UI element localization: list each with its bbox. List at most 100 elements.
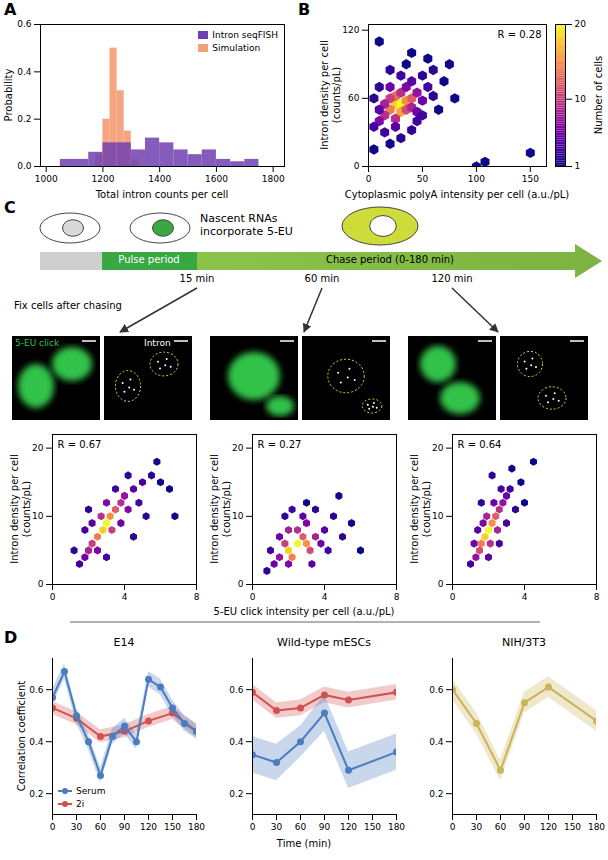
svg-text:20: 20 bbox=[575, 19, 587, 29]
svg-text:1: 1 bbox=[575, 161, 581, 171]
svg-text:0.4: 0.4 bbox=[429, 737, 444, 747]
svg-text:0.2: 0.2 bbox=[29, 789, 43, 799]
svg-text:0.2: 0.2 bbox=[429, 789, 443, 799]
html-text:NIH/3T3: NIH/3T3 bbox=[501, 636, 547, 649]
svg-text:20: 20 bbox=[32, 443, 44, 453]
svg-text:4: 4 bbox=[522, 592, 528, 602]
svg-text:R = 0.64: R = 0.64 bbox=[458, 439, 502, 450]
svg-text:90: 90 bbox=[119, 822, 131, 832]
html-text:Serum: Serum bbox=[76, 785, 106, 796]
svg-text:4: 4 bbox=[122, 592, 128, 602]
html-text:Chase period (0-180 min): Chase period (0-180 min) bbox=[326, 254, 454, 265]
svg-text:R = 0.28: R = 0.28 bbox=[498, 29, 542, 40]
svg-text:10: 10 bbox=[232, 511, 244, 521]
svg-text:150: 150 bbox=[564, 822, 581, 832]
html-text:5-EU click intensity per cell: 5-EU click intensity per cell (a.u./pL) bbox=[213, 606, 395, 617]
svg-text:120: 120 bbox=[140, 822, 157, 832]
svg-text:60: 60 bbox=[495, 822, 507, 832]
svg-text:0: 0 bbox=[366, 174, 372, 184]
svg-text:0: 0 bbox=[450, 822, 456, 832]
svg-text:0.0: 0.0 bbox=[17, 161, 32, 171]
svg-text:0: 0 bbox=[250, 592, 256, 602]
svg-text:0: 0 bbox=[250, 822, 256, 832]
svg-text:0.4: 0.4 bbox=[229, 737, 244, 747]
svg-text:180: 180 bbox=[388, 822, 405, 832]
svg-text:1200: 1200 bbox=[91, 174, 114, 184]
svg-text:180: 180 bbox=[188, 822, 205, 832]
svg-text:R = 0.27: R = 0.27 bbox=[258, 439, 302, 450]
svg-text:10: 10 bbox=[432, 511, 444, 521]
svg-text:0: 0 bbox=[50, 592, 56, 602]
html-text:Intron seqFISH: Intron seqFISH bbox=[212, 29, 278, 40]
svg-text:90: 90 bbox=[519, 822, 531, 832]
html-text:Intron density per cell (count: Intron density per cell (counts/pL) bbox=[318, 40, 341, 150]
html-text:Intron density per cell (count: Intron density per cell (counts/pL) bbox=[8, 454, 31, 564]
svg-text:150: 150 bbox=[164, 822, 181, 832]
svg-text:1000: 1000 bbox=[35, 174, 58, 184]
svg-text:4: 4 bbox=[322, 592, 328, 602]
svg-text:0: 0 bbox=[50, 822, 56, 832]
html-text:Time (min): Time (min) bbox=[276, 838, 332, 849]
svg-text:1400: 1400 bbox=[148, 174, 171, 184]
svg-text:0: 0 bbox=[238, 579, 244, 589]
svg-text:8: 8 bbox=[594, 592, 600, 602]
svg-text:0: 0 bbox=[354, 161, 360, 171]
svg-text:20: 20 bbox=[432, 443, 444, 453]
svg-text:90: 90 bbox=[319, 822, 331, 832]
html-text:120 min: 120 min bbox=[431, 273, 473, 284]
svg-text:120: 120 bbox=[342, 25, 359, 35]
svg-text:150: 150 bbox=[364, 822, 381, 832]
html-text:Number of cells: Number of cells bbox=[593, 55, 605, 135]
svg-text:30: 30 bbox=[271, 822, 283, 832]
html-text:D: D bbox=[4, 628, 18, 647]
html-text:Nascent RNAs incorporate 5-EU: Nascent RNAs incorporate 5-EU bbox=[200, 212, 293, 239]
html-text:E14: E14 bbox=[113, 636, 135, 649]
svg-text:50: 50 bbox=[417, 174, 429, 184]
html-text:15 min: 15 min bbox=[179, 273, 215, 284]
svg-text:0: 0 bbox=[450, 592, 456, 602]
html-text:Pulse period: Pulse period bbox=[118, 254, 180, 265]
svg-text:0.6: 0.6 bbox=[229, 685, 244, 695]
html-text:Probability: Probability bbox=[3, 68, 15, 122]
svg-text:20: 20 bbox=[232, 443, 244, 453]
svg-text:10: 10 bbox=[575, 94, 587, 104]
svg-text:R = 0.67: R = 0.67 bbox=[58, 439, 102, 450]
html-text:C: C bbox=[4, 198, 16, 217]
svg-text:0: 0 bbox=[438, 579, 444, 589]
html-text:Fix cells after chasing: Fix cells after chasing bbox=[14, 300, 122, 311]
svg-text:30: 30 bbox=[471, 822, 483, 832]
svg-text:0.4: 0.4 bbox=[17, 67, 32, 77]
svg-text:0.2: 0.2 bbox=[17, 114, 31, 124]
svg-text:0.4: 0.4 bbox=[29, 737, 44, 747]
svg-text:0.6: 0.6 bbox=[17, 19, 32, 29]
svg-text:180: 180 bbox=[588, 822, 605, 832]
svg-text:1600: 1600 bbox=[205, 174, 228, 184]
html-text:Cytoplasmic polyA intensity pe: Cytoplasmic polyA intensity per cell (a.… bbox=[344, 189, 570, 200]
svg-text:60: 60 bbox=[348, 93, 360, 103]
svg-text:150: 150 bbox=[522, 174, 539, 184]
svg-text:8: 8 bbox=[194, 592, 200, 602]
html-text:Correlation coefficient: Correlation coefficient bbox=[16, 680, 28, 792]
svg-text:0.6: 0.6 bbox=[29, 685, 44, 695]
svg-text:30: 30 bbox=[71, 822, 83, 832]
html-text:60 min: 60 min bbox=[304, 273, 340, 284]
svg-text:1800: 1800 bbox=[262, 174, 285, 184]
svg-text:100: 100 bbox=[468, 174, 485, 184]
svg-text:0.6: 0.6 bbox=[429, 685, 444, 695]
html-text:Simulation: Simulation bbox=[212, 42, 261, 53]
html-text:B: B bbox=[298, 0, 311, 19]
svg-text:10: 10 bbox=[32, 511, 44, 521]
svg-text:120: 120 bbox=[340, 822, 357, 832]
svg-text:0: 0 bbox=[38, 579, 44, 589]
svg-text:60: 60 bbox=[295, 822, 307, 832]
html-text:A: A bbox=[4, 0, 17, 19]
svg-text:8: 8 bbox=[394, 592, 400, 602]
svg-text:60: 60 bbox=[95, 822, 107, 832]
svg-text:120: 120 bbox=[540, 822, 557, 832]
html-text:5-EU click: 5-EU click bbox=[15, 338, 60, 348]
html-text:Intron density per cell (count: Intron density per cell (counts/pL) bbox=[208, 454, 231, 564]
html-text:Wild-type mESCs: Wild-type mESCs bbox=[277, 636, 371, 649]
svg-text:0.2: 0.2 bbox=[229, 789, 243, 799]
html-text:Intron density per cell (count: Intron density per cell (counts/pL) bbox=[408, 454, 431, 564]
html-text:Total intron counts per cell: Total intron counts per cell bbox=[95, 189, 229, 200]
